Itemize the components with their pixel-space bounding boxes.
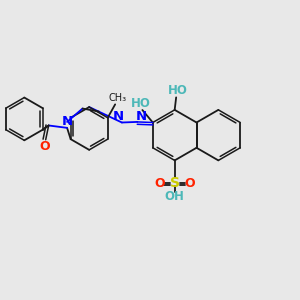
Text: HO: HO [131, 97, 151, 110]
Text: N: N [113, 110, 124, 123]
Text: O: O [40, 140, 50, 153]
Text: N: N [61, 116, 73, 128]
Text: O: O [154, 177, 164, 190]
Text: O: O [185, 177, 195, 190]
Text: OH: OH [165, 190, 184, 202]
Text: CH₃: CH₃ [108, 93, 126, 103]
Text: S: S [170, 176, 180, 190]
Text: N: N [135, 110, 146, 123]
Text: HO: HO [168, 84, 188, 98]
